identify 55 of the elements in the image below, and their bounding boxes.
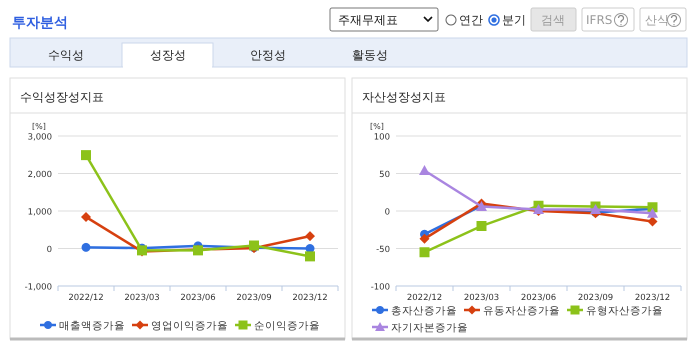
y-tick-label: 3,000 — [28, 132, 52, 142]
x-tick-label: 2023/09 — [578, 293, 614, 303]
text: IFRS — [586, 13, 612, 27]
y-tick-label: 0 — [384, 208, 390, 218]
point — [648, 216, 658, 226]
x-tick-label: 2023/03 — [464, 293, 500, 303]
text: 투자분석 — [12, 15, 68, 31]
point — [419, 165, 430, 175]
point — [420, 247, 430, 258]
point — [590, 204, 601, 214]
y-tick-label: 2,000 — [28, 170, 52, 180]
y-tick-label: -100 — [370, 282, 390, 292]
legend-label: 순이익증가율 — [254, 320, 320, 332]
text: 활동성 — [352, 48, 388, 62]
text: 연간 — [459, 13, 483, 27]
chart-title: 수익성장성지표 — [20, 90, 104, 104]
y-tick-label: 0 — [46, 245, 52, 255]
y-axis-title: [%] — [370, 122, 384, 131]
x-tick-label: 2023/03 — [124, 293, 160, 303]
x-tick-label: 2022/12 — [68, 293, 104, 303]
legend-label: 유형자산증가율 — [586, 305, 663, 317]
text: 안정성 — [250, 48, 286, 62]
x-tick-label: 2023/09 — [236, 293, 272, 303]
x-tick-label: 2023/06 — [180, 293, 216, 303]
text: 수익성 — [48, 48, 84, 62]
x-tick-label: 2023/12 — [292, 293, 328, 303]
legend-label: 영업이익증가율 — [151, 320, 228, 332]
legend-label: 유동자산증가율 — [483, 305, 560, 317]
text: 주재무제표 — [338, 13, 398, 27]
y-tick-label: 1,000 — [28, 208, 52, 218]
legend-label: 매출액증가율 — [59, 320, 125, 332]
point — [420, 234, 430, 244]
point — [305, 231, 315, 242]
x-tick-label: 2023/12 — [634, 293, 670, 303]
y-tick-label: -1,000 — [24, 282, 52, 292]
point — [81, 212, 91, 222]
text: 검색 — [541, 13, 565, 27]
point — [249, 240, 259, 250]
text: 산식 — [645, 13, 669, 27]
x-tick-label: 2022/12 — [406, 293, 442, 303]
chart-title: 자산성장성지표 — [362, 90, 446, 104]
point — [82, 242, 90, 252]
point — [81, 150, 91, 160]
y-axis-title: [%] — [32, 122, 46, 131]
text: 분기 — [502, 13, 526, 27]
text: 성장성 — [150, 48, 186, 62]
legend-label: 총자산증가율 — [391, 305, 457, 317]
point — [476, 221, 486, 231]
point — [647, 208, 658, 218]
x-tick-label: 2023/06 — [520, 293, 556, 303]
y-tick-label: 50 — [379, 170, 390, 180]
point — [305, 251, 315, 262]
y-tick-label: 100 — [374, 132, 390, 142]
y-tick-label: -50 — [376, 245, 390, 255]
legend-label: 자기자본증가율 — [391, 322, 468, 334]
